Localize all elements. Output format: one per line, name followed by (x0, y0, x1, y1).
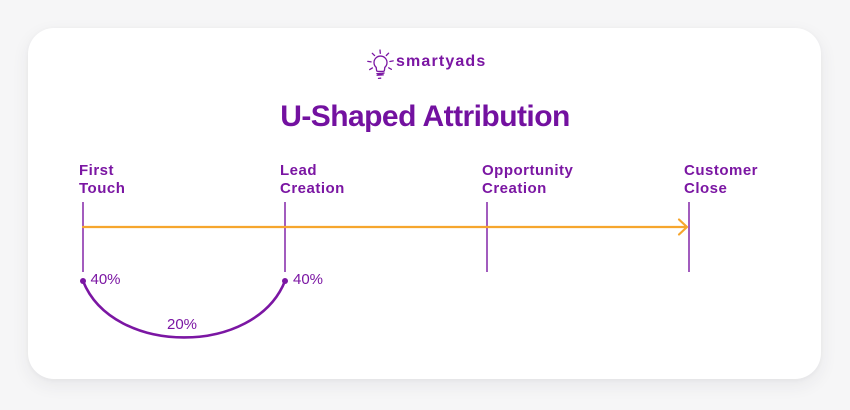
milestone-label-first-touch: First Touch (79, 162, 126, 197)
dot-lead-creation (282, 278, 288, 284)
weight-lead-creation: 40% (293, 270, 324, 288)
milestone-label-customer-close: Customer Close (684, 162, 759, 197)
dot-first-touch (80, 278, 86, 284)
weight-first-touch: 40% (90, 270, 121, 288)
timeline-arrow-head (677, 218, 689, 236)
milestone-label-opportunity-creation: Opportunity Creation (482, 162, 574, 197)
lightbulb-icon (367, 49, 394, 80)
page-title: U-Shaped Attribution (280, 100, 570, 133)
milestone-label-lead-creation: Lead Creation (280, 162, 345, 197)
attribution-arc (81, 279, 287, 339)
brand-name: smartyads (396, 53, 487, 70)
weight-arc: 20% (166, 315, 198, 333)
